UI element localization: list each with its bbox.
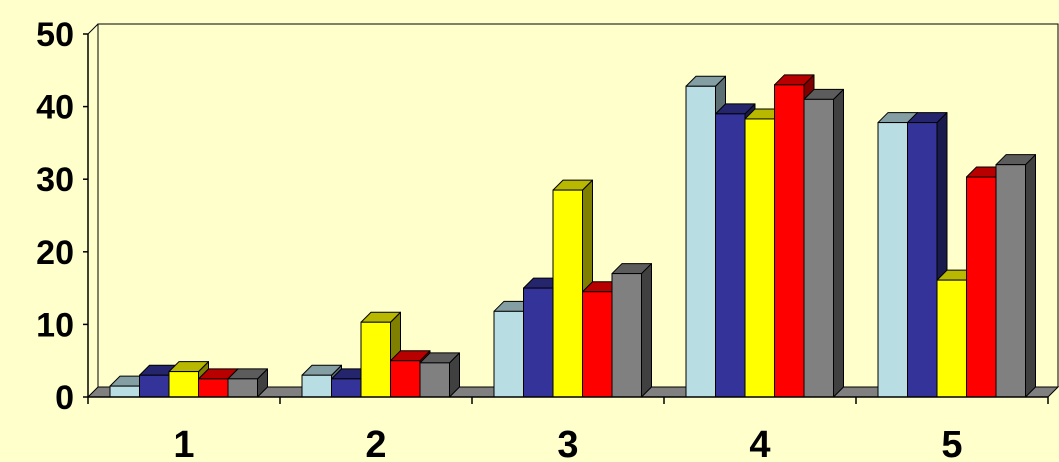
- bar-front: [966, 176, 997, 398]
- y-tick-label: 20: [36, 234, 74, 272]
- bar-category-5-series-2: [907, 112, 948, 398]
- x-tick-label: 5: [941, 424, 962, 462]
- bar-side: [833, 88, 844, 398]
- y-tick-label: 40: [36, 89, 74, 127]
- bars: [109, 74, 1036, 398]
- bar-front: [419, 362, 450, 398]
- bar-front: [744, 118, 775, 398]
- bar-front: [390, 360, 421, 398]
- bar-category-3-series-5: [611, 263, 652, 398]
- bar-front: [582, 291, 613, 398]
- bar-front: [995, 164, 1026, 398]
- bar-front: [907, 122, 938, 398]
- bar-front: [523, 287, 554, 398]
- bar-front: [109, 385, 140, 398]
- bar-category-5-series-5: [995, 154, 1036, 398]
- bar-front: [227, 378, 258, 398]
- bar-front: [774, 84, 805, 398]
- bar-side: [641, 263, 652, 398]
- bar-front: [331, 378, 362, 398]
- bar-front: [168, 371, 199, 398]
- x-tick-label: 1: [173, 424, 194, 462]
- bar-front: [301, 374, 332, 398]
- bar-front: [715, 113, 746, 398]
- bar-category-2-series-5: [419, 352, 460, 398]
- bar-front: [611, 273, 642, 398]
- y-tick-label: 10: [36, 306, 74, 344]
- bar-side: [1025, 154, 1036, 398]
- axes: [87, 23, 1048, 398]
- x-axis-ticks: 1 2 3 4 5: [87, 397, 1049, 462]
- bar-front: [803, 98, 834, 398]
- bar-front: [139, 374, 170, 398]
- bar-front: [198, 378, 229, 398]
- bar-front: [493, 310, 524, 398]
- bar-front: [360, 321, 391, 398]
- y-tick-label: 30: [36, 161, 74, 199]
- x-tick-label: 4: [749, 424, 770, 462]
- y-axis-ticks: 0 10 20 30 40 50: [36, 16, 88, 417]
- y-tick-label: 50: [36, 16, 74, 54]
- y-axis-depth-line: [87, 23, 99, 35]
- bar-front: [877, 122, 908, 398]
- bar-category-4-series-5: [803, 88, 844, 398]
- bar-front: [552, 189, 583, 398]
- bar-front: [685, 85, 716, 398]
- x-tick-label: 3: [557, 424, 578, 462]
- bar-category-1-series-5: [227, 368, 268, 398]
- bar-category-1-series-3: [168, 361, 209, 398]
- y-tick-label: 0: [55, 379, 74, 417]
- back-wall: [97, 23, 1059, 387]
- x-tick-label: 2: [365, 424, 386, 462]
- bar-front: [936, 279, 967, 398]
- plot-frame: [97, 23, 1059, 387]
